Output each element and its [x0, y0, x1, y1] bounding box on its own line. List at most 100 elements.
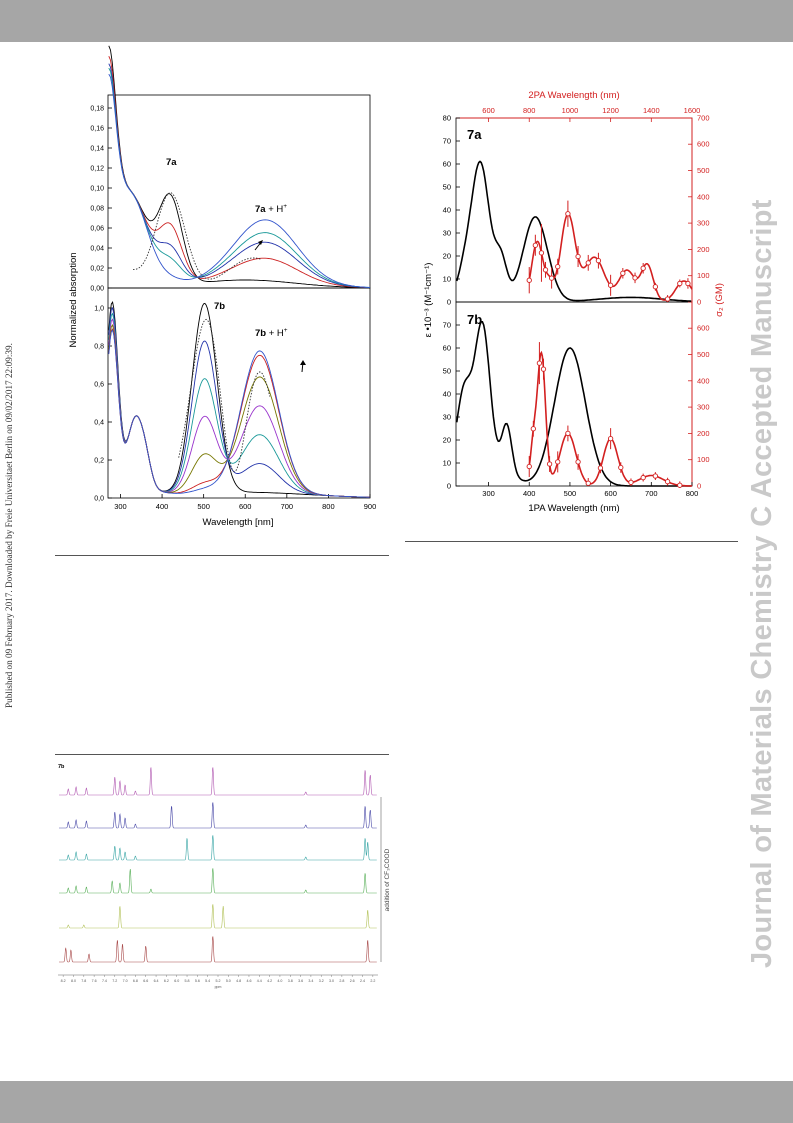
- nmr-xtick-label: 8.2: [61, 979, 66, 983]
- tpa-7b-2pa-curve: [528, 350, 693, 487]
- nmr-xtick-label: 7.4: [102, 979, 107, 983]
- nmr-xtick-label: 5.4: [205, 979, 210, 983]
- tpa-bottom-left-label: 20: [443, 436, 451, 445]
- tpa-7b-2pa-point: [677, 482, 683, 488]
- tpa-top-xtick-label: 1000: [562, 106, 579, 115]
- nmr-side-label: addition of CF₃COOD: [384, 848, 391, 911]
- tpa-top-left-label: 60: [443, 160, 451, 169]
- divider-left-2: [55, 754, 389, 755]
- footer-band: [0, 1081, 793, 1123]
- tpa-7a-2pa-point: [652, 284, 659, 290]
- tpa-7a-1pa-curve: [456, 160, 692, 302]
- tpa-top-left-label: 50: [443, 183, 451, 192]
- absorption-figure: 0,00 0,02 0,04 0,06 0,08 0,10 0,12 0,14 0,16 0,18…: [68, 45, 377, 528]
- abs-top-ytick-label: 0,12: [90, 166, 104, 173]
- nmr-trace: [59, 835, 377, 861]
- nmr-x-label: ppm: [215, 985, 222, 989]
- tpa-top-xtick-label: 1400: [643, 106, 660, 115]
- abs-xtick-label: 500: [197, 502, 210, 511]
- tpa-right-y-label: σ₂ (GM): [714, 283, 725, 317]
- absorption-bottom-protonated-label: 7b + H+: [255, 327, 288, 339]
- header-band: [0, 0, 793, 42]
- tpa-7b-2pa-point: [607, 435, 614, 442]
- nmr-trace: [59, 936, 377, 963]
- abs-xtick-label: 600: [239, 502, 252, 511]
- nmr-xtick-label: 5.2: [216, 979, 221, 983]
- nmr-xtick-label: 7.8: [81, 979, 86, 983]
- tpa-7a-2pa-point: [542, 267, 549, 273]
- nmr-xtick-label: 4.0: [277, 979, 282, 983]
- nmr-xtick-label: 6.4: [154, 979, 159, 983]
- abs-top-ytick-label: 0,18: [90, 106, 104, 113]
- abs-top-ytick-label: 0,08: [90, 206, 104, 213]
- nmr-xtick-label: 3.2: [319, 979, 324, 983]
- nmr-label: 7b: [58, 764, 65, 770]
- abs-bottom-ytick-label: 1,0: [94, 306, 104, 313]
- top-prot-sup: +: [283, 203, 287, 210]
- tpa-7b-2pa-point: [618, 464, 624, 471]
- tpa-bottom-right-label: 0: [697, 482, 701, 491]
- absorption-top-label: 7a: [166, 157, 177, 168]
- tpa-7a-2pa-point: [685, 280, 691, 287]
- divider-left-1: [55, 555, 389, 556]
- tpa-7b-2pa-point: [628, 479, 634, 486]
- tpa-top-right-label: 500: [697, 166, 710, 175]
- tpa-7b-2pa-point: [597, 465, 604, 471]
- tpa-top-right-label: 0: [697, 298, 701, 307]
- tpa-7a-2pa-point: [548, 275, 555, 281]
- bottom-prot-sup: +: [284, 327, 288, 334]
- tpa-bottom-xtick-label: 700: [645, 489, 658, 498]
- nmr-xtick-label: 6.0: [174, 979, 179, 983]
- abs-xtick-label: 900: [364, 502, 377, 511]
- abs-xtick-label: 700: [281, 502, 294, 511]
- tpa-top-right-label: 100: [697, 271, 710, 280]
- tpa-bottom-left-label: 30: [443, 413, 451, 422]
- nmr-trace: [59, 802, 377, 829]
- tpa-7b-2pa-point: [536, 360, 543, 366]
- nmr-xtick-label: 8.0: [71, 979, 76, 983]
- abs-top-curve: [108, 67, 371, 288]
- tpa-7b-2pa-point: [575, 459, 581, 465]
- nmr-xtick-label: 5.8: [185, 979, 190, 983]
- tpa-bottom-xtick-label: 500: [564, 489, 577, 498]
- abs-top-ytick-label: 0,06: [90, 226, 104, 233]
- tpa-top-xtick-label: 800: [523, 106, 536, 115]
- tpa-top-frame: [455, 117, 693, 303]
- tpa-bottom-left-label: 70: [443, 321, 451, 330]
- nmr-xtick-label: 2.4: [360, 979, 365, 983]
- abs-top-curve: [108, 73, 371, 288]
- tpa-7a-2pa-point: [575, 253, 581, 260]
- tpa-bottom-left-label: 0: [447, 482, 451, 491]
- nmr-trace: [59, 904, 377, 929]
- tpa-top-left-label: 0: [447, 298, 451, 307]
- abs-bottom-ytick-label: 0,4: [94, 420, 104, 427]
- tpa-top-xtick-label: 1600: [684, 106, 701, 115]
- tpa-7a-2pa-point: [585, 260, 591, 266]
- abs-top-curve: [108, 56, 371, 289]
- tpa-bottom-x-label: 1PA Wavelength (nm): [528, 503, 619, 514]
- nmr-xtick-label: 5.0: [226, 979, 231, 983]
- tpa-top-left-label: 30: [443, 229, 451, 238]
- abs-bottom-ytick-label: 0,6: [94, 382, 104, 389]
- absorption-y-label: Normalized absorption: [68, 252, 79, 347]
- top-prot-bold: 7a: [255, 204, 266, 215]
- abs-bottom-ytick-label: 0,8: [94, 344, 104, 351]
- tpa-7a-2pa-point: [532, 242, 538, 248]
- tpa-bottom-xtick-label: 800: [686, 489, 699, 498]
- tpa-top-left-label: 20: [443, 252, 451, 261]
- tpa-bottom-xtick-label: 400: [523, 489, 536, 498]
- tpa-bottom-left-label: 10: [443, 459, 451, 468]
- nmr-xtick-label: 3.0: [329, 979, 334, 983]
- nmr-xtick-label: 3.8: [288, 979, 293, 983]
- tpa-bottom-right-label: 500: [697, 350, 710, 359]
- tpa-top-xtick-label: 600: [482, 106, 495, 115]
- tpa-7a-2pa-point: [526, 277, 532, 283]
- tpa-7a-2pa-point: [555, 263, 561, 270]
- abs-top-dotted-curve: [133, 192, 262, 280]
- tpa-bottom-right-label: 300: [697, 403, 710, 412]
- divider-right-1: [405, 541, 738, 542]
- nmr-xtick-label: 4.4: [257, 979, 262, 983]
- tpa-top-left-label: 40: [443, 206, 451, 215]
- absorption-bottom-label: 7b: [214, 301, 225, 312]
- tpa-top-right-label: 700: [697, 113, 710, 122]
